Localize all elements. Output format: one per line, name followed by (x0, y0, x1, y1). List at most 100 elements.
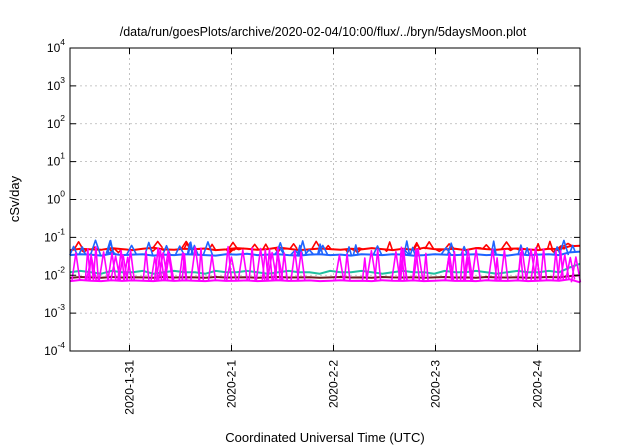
series-spike (383, 248, 390, 252)
series-spike (126, 249, 136, 281)
y-tick-label: 103 (47, 75, 65, 93)
series-spike (174, 245, 185, 255)
series-spike (317, 244, 329, 255)
series-spike (552, 250, 560, 281)
x-tick-label: 2020-2-4 (531, 360, 545, 408)
series-spike (304, 249, 315, 256)
series-spike (411, 248, 421, 281)
series-spike (386, 241, 394, 251)
series-spike (107, 250, 116, 255)
series-spike (142, 250, 150, 281)
series-spike (237, 249, 249, 281)
series-spike (122, 256, 133, 281)
x-tick-label: 2020-2-3 (429, 360, 443, 408)
y-tick-label: 10-2 (44, 264, 65, 282)
series-spike (290, 250, 300, 281)
series-spike (107, 252, 117, 281)
y-tick-label: 10-1 (44, 226, 65, 244)
series-spike (157, 252, 169, 281)
series-spike (223, 245, 233, 281)
series-spike (412, 248, 424, 281)
series-spike (228, 241, 238, 249)
series-spike (262, 243, 270, 250)
series-spike (89, 239, 102, 255)
series-spike (73, 241, 84, 250)
y-tick-label: 10-4 (44, 340, 65, 358)
series-spike (163, 250, 174, 281)
series-spike (556, 249, 565, 281)
series-spike (155, 248, 165, 281)
series-spike (345, 246, 353, 256)
series-spike (110, 255, 122, 281)
series-spike (334, 254, 345, 281)
series-spike (507, 248, 514, 252)
series-spike (118, 254, 129, 282)
series-spike (459, 249, 466, 281)
series-spike (444, 253, 455, 281)
series-spike (374, 248, 382, 281)
series-spike (361, 257, 368, 281)
series-spike (397, 246, 406, 281)
series-spike (546, 240, 554, 250)
series-spike (289, 243, 298, 250)
series-spike (197, 247, 205, 282)
y-tick-label: 102 (47, 113, 65, 131)
series-spike (398, 251, 408, 282)
series-spike (409, 246, 416, 256)
y-tick-label: 101 (47, 151, 65, 169)
series-spike (481, 244, 491, 250)
series-line (69, 278, 581, 284)
chart-title: /data/run/goesPlots/archive/2020-02-04/1… (120, 25, 527, 39)
series-spike (187, 241, 194, 255)
series-spike (71, 252, 81, 281)
series-spike (152, 240, 164, 249)
series-spike (261, 249, 270, 281)
series-spike (352, 244, 360, 256)
series-spike (343, 253, 351, 281)
series-spike (440, 246, 452, 256)
series-spike (88, 254, 95, 281)
series-spike (92, 246, 100, 281)
series-spike (501, 241, 512, 250)
series-spike (298, 240, 308, 256)
series-spike (317, 243, 324, 255)
x-tick-label: 2020-2-2 (327, 360, 341, 408)
series-spike (280, 252, 289, 281)
series-spike (365, 249, 377, 282)
series-spike (190, 246, 201, 281)
y-axis-label: cSv/day (7, 175, 22, 222)
series-spike (403, 240, 411, 255)
series-spike (324, 244, 332, 250)
series-spike (107, 239, 115, 254)
series-spike (412, 243, 422, 251)
series-layer (69, 239, 582, 284)
series-spike (225, 256, 237, 281)
series-spike (248, 247, 256, 281)
y-tick-label: 10-3 (44, 302, 65, 320)
series-spike (517, 251, 524, 281)
x-axis: 2020-1-31 2020-2-1 2020-2-2 2020-2-3 2020-2-… (123, 48, 545, 415)
series-spike (207, 254, 217, 281)
series-spike (98, 251, 109, 282)
series-spike (499, 249, 509, 281)
series-spike (524, 247, 530, 256)
series-spike (434, 248, 444, 253)
x-tick-label: 2020-2-1 (225, 360, 239, 408)
series-spike (390, 251, 401, 281)
series-spike (272, 253, 284, 281)
series-spike (533, 254, 541, 281)
series-spike (178, 252, 187, 281)
series-spike (422, 252, 429, 282)
series-line (69, 262, 581, 275)
series-spike (125, 244, 138, 255)
series-spike (274, 246, 281, 281)
series-spike (534, 243, 542, 251)
x-tick-label: 2020-1-31 (123, 360, 137, 415)
series-spike (296, 251, 306, 281)
series-spike (424, 241, 435, 250)
series-spike (78, 246, 87, 255)
grid (70, 48, 580, 351)
series-spike (569, 244, 577, 253)
series-spike (181, 253, 188, 281)
y-tick-label: 104 (47, 37, 65, 55)
